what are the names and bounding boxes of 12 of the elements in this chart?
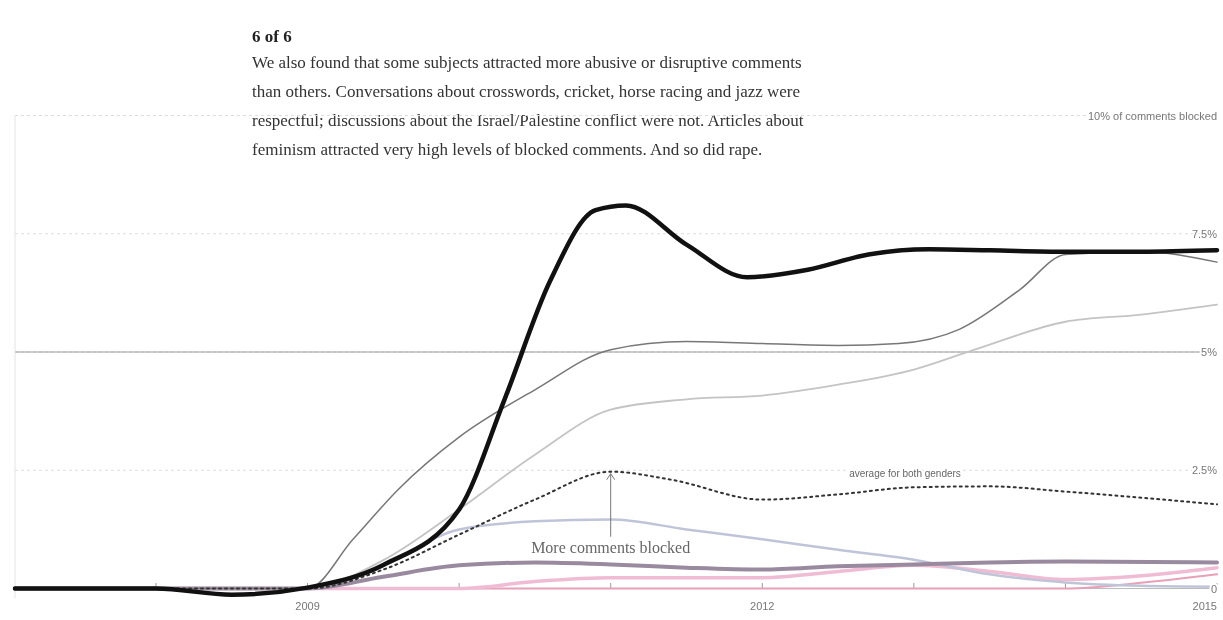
annotation: More comments blocked [531,538,691,556]
x-tick-label: 2009 [295,599,320,612]
chart-title: 6 of 6 [252,27,292,46]
y-tick-label: 0 [1210,582,1217,595]
x-tick-label: 2015 [1192,599,1217,612]
y-tick-label: 2.5% [1191,464,1218,477]
y-tick-label: 7.5% [1191,227,1218,240]
chart-subtitle: We also found that some subjects attracted more abusive or disruptive comments than others. Conversations about crosswords, cricket, horse racing and jazz were respectful; discussions about the Israel/Palestine conflict were not. Articles about feminism attracted very high levels of blocked comments. And so did rape. [252,52,805,161]
y-tick-label: 5% [1201,346,1218,359]
annotation: average for both genders [849,468,961,479]
x-tick-label: 2012 [750,599,775,612]
y-tick-label: 10% of comments blocked [1087,109,1217,122]
